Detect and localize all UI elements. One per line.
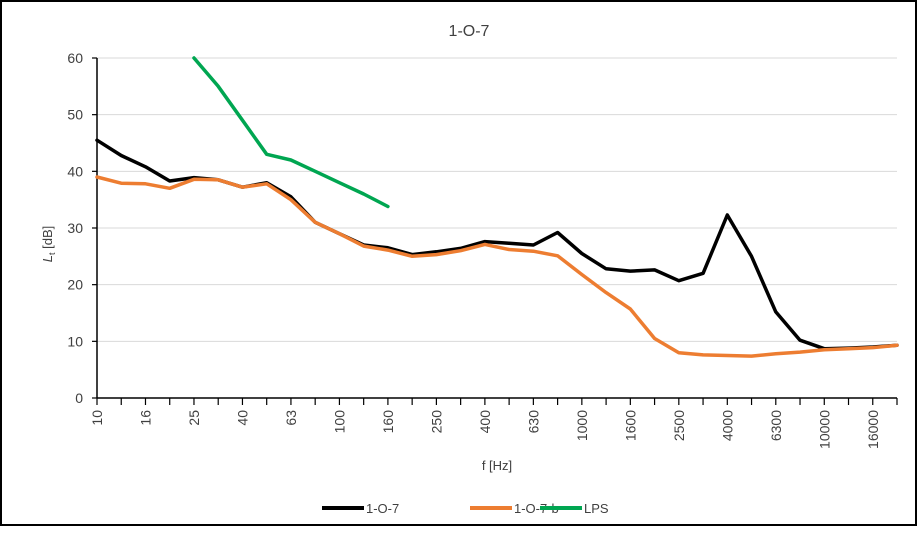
legend-label: LPS [584,501,609,516]
legend-item: 1-O-7 [322,501,399,516]
x-tick-label: 10 [89,410,105,426]
x-tick-label: 63 [283,410,299,426]
x-tick-label: 250 [428,410,444,434]
x-tick-label: 630 [525,410,541,434]
y-axis-label: Lt [dB] [40,226,57,263]
x-tick-label: 16 [137,410,153,426]
y-tick-label: 50 [67,107,83,123]
x-tick-label: 4000 [719,410,735,441]
x-tick-label: 2500 [671,410,687,441]
x-axis-label: f [Hz] [482,458,512,473]
y-axis-label-sub: t [47,252,57,255]
legend-label: 1-O-7 [366,501,399,516]
x-tick-label: 1600 [622,410,638,441]
x-tick-label: 10000 [816,410,832,449]
x-tick-label: 6300 [768,410,784,441]
series-layer [95,56,899,358]
chart-border [0,0,917,526]
legend: 1-O-7 1-O-7-b LPS [322,501,609,516]
legend-label: 1-O-7-b [514,501,559,516]
x-tick-label: 160 [380,410,396,434]
x-tick-label: 40 [234,410,250,426]
series-line-lps [192,56,390,209]
x-tick-label: 16000 [865,410,881,449]
legend-item: 1-O-7-b [470,501,559,516]
y-axis-ticks: 0 10 20 30 40 50 60 [67,50,83,406]
y-axis-label-main: L [40,255,55,262]
y-axis-label-unit: [dB] [40,226,55,253]
series-line-1-o-7-b [95,175,899,358]
gridlines [97,57,897,342]
x-tick-label: 1000 [574,410,590,441]
legend-item: LPS [540,501,609,516]
y-tick-label: 20 [67,277,83,293]
x-tick-label: 100 [331,410,347,434]
x-tick-label: 25 [186,410,202,426]
x-tick-label: 400 [477,410,493,434]
y-tick-label: 30 [67,220,83,236]
chart-title: 1-O-7 [449,23,490,40]
y-tick-label: 10 [67,333,83,349]
y-tick-label: 0 [75,390,83,406]
x-axis-ticks: 10 16 25 40 63 100 160 250 400 630 1000 1600 2500 400… [89,57,898,449]
y-tick-label: 60 [67,50,83,66]
y-tick-label: 40 [67,163,83,179]
